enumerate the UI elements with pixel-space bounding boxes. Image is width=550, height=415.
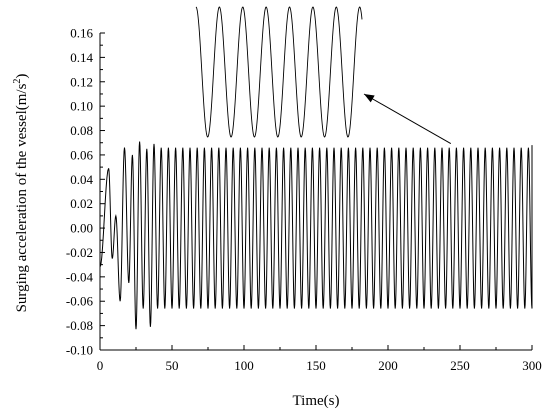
x-tick-label: 150 [306, 358, 326, 373]
y-axis-title-sup: 2 [12, 79, 23, 84]
y-tick-label: 0.02 [70, 196, 93, 211]
zoom-inset-waveform [195, 6, 363, 138]
plot-area [99, 141, 533, 330]
x-tick-label: 100 [234, 358, 254, 373]
y-axis-title-main: Surging acceleration of the vessel(m/s [14, 83, 30, 312]
y-axis-title: Surging acceleration of the vessel(m/s2) [12, 74, 30, 313]
zoom-inset [195, 6, 363, 138]
y-tick-label: -0.08 [66, 318, 93, 333]
y-tick-label: -0.10 [66, 343, 93, 358]
y-ticks: -0.10 -0.08 -0.06 -0.04 -0.02 0.00 0.02 0.04 0.0… [66, 26, 105, 358]
x-tick-label: 200 [378, 358, 398, 373]
y-tick-label: 0.12 [70, 74, 93, 89]
x-axis-title: Time(s) [293, 393, 340, 409]
x-tick-label: 250 [450, 358, 470, 373]
x-ticks: 0 50 100 150 200 250 300 [97, 345, 542, 373]
x-tick-label: 50 [166, 358, 179, 373]
y-tick-label: 0.10 [70, 99, 93, 114]
y-tick-label: -0.02 [66, 245, 93, 260]
y-tick-label: 0.04 [70, 172, 93, 187]
y-tick-label: 0.08 [70, 123, 93, 138]
zoom-arrow-head [364, 94, 375, 103]
zoom-arrow [363, 93, 452, 145]
x-tick-label: 300 [522, 358, 542, 373]
y-tick-label: -0.04 [66, 269, 94, 284]
series-line [99, 141, 533, 330]
y-tick-label: 0.00 [70, 221, 93, 236]
y-tick-label: 0.06 [70, 147, 93, 162]
x-tick-label: 0 [97, 358, 104, 373]
y-tick-label: 0.16 [70, 26, 93, 41]
y-tick-label: 0.14 [70, 50, 93, 65]
y-axis-title-close: ) [14, 74, 30, 79]
y-tick-label: -0.06 [66, 294, 94, 309]
